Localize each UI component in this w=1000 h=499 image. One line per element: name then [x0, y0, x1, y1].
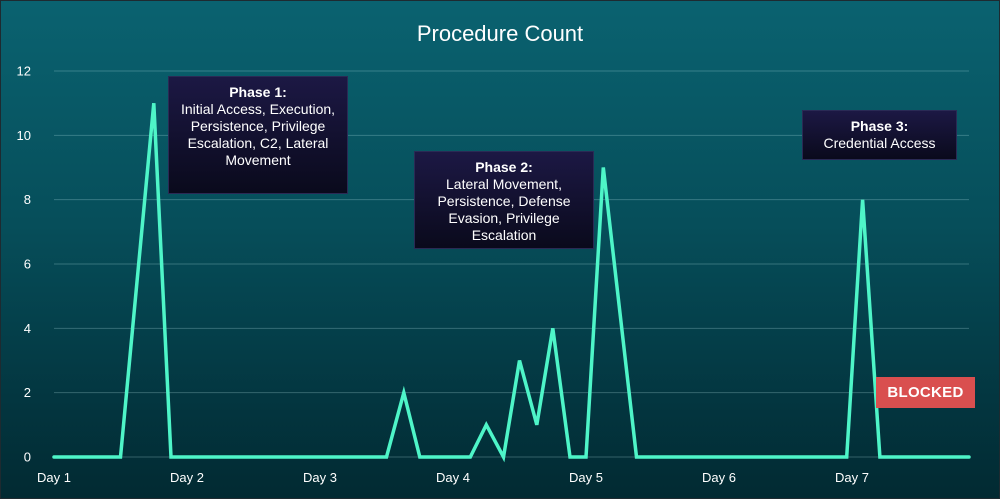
y-axis-ticks: 0 2 4 6 8 10 12 [17, 64, 31, 465]
x-tick-label: Day 5 [569, 470, 603, 485]
series-lines [52, 103, 971, 463]
y-tick-label: 0 [24, 450, 31, 465]
x-tick-label: Day 3 [303, 470, 337, 485]
x-tick-label: Day 7 [835, 470, 869, 485]
phase-2-text: Lateral Movement, Persistence, Defense E… [437, 176, 571, 243]
phase-1-annotation: Phase 1: Initial Access, Execution, Pers… [168, 76, 348, 194]
x-tick-label: Day 2 [170, 470, 204, 485]
y-tick-label: 8 [24, 192, 31, 207]
y-tick-label: 6 [24, 257, 31, 272]
phase-1-title: Phase 1: [229, 84, 287, 100]
phase-1-text: Initial Access, Execution, Persistence, … [180, 101, 336, 168]
phase-3-title: Phase 3: [850, 118, 909, 134]
x-axis-ticks: Day 1 Day 2 Day 3 Day 4 Day 5 Day 6 Day 7 [37, 470, 869, 485]
phase-2-annotation: Phase 2: Lateral Movement, Persistence, … [414, 151, 594, 249]
y-tick-label: 4 [24, 321, 31, 336]
x-tick-label: Day 1 [37, 470, 71, 485]
series-line-0 [52, 103, 971, 463]
y-tick-label: 10 [17, 128, 31, 143]
phase-3-text: Credential Access [823, 135, 936, 151]
x-tick-label: Day 6 [702, 470, 736, 485]
chart-title: Procedure Count [417, 21, 583, 46]
y-tick-label: 12 [17, 64, 31, 79]
phase-2-title: Phase 2: [475, 159, 533, 175]
x-tick-label: Day 4 [436, 470, 470, 485]
blocked-badge: BLOCKED [876, 377, 975, 408]
phase-3-annotation: Phase 3: Credential Access [802, 110, 957, 160]
y-tick-label: 2 [24, 385, 31, 400]
